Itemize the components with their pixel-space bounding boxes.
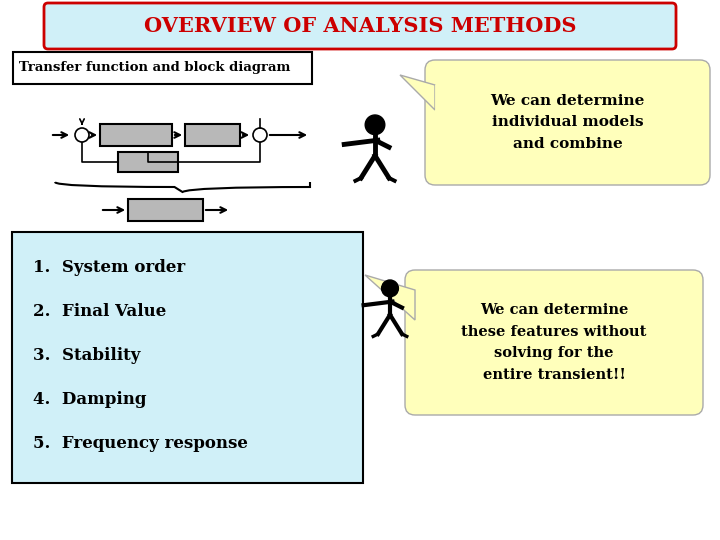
FancyBboxPatch shape <box>185 124 240 146</box>
FancyBboxPatch shape <box>425 60 710 185</box>
Text: 3.  Stability: 3. Stability <box>33 347 140 363</box>
FancyBboxPatch shape <box>100 124 172 146</box>
FancyBboxPatch shape <box>13 52 312 84</box>
Circle shape <box>365 115 384 134</box>
Text: 5.  Frequency response: 5. Frequency response <box>33 435 248 451</box>
FancyBboxPatch shape <box>44 3 676 49</box>
FancyBboxPatch shape <box>118 152 178 172</box>
Text: 4.  Damping: 4. Damping <box>33 390 146 408</box>
Polygon shape <box>365 275 415 320</box>
Text: 1.  System order: 1. System order <box>33 259 185 275</box>
FancyBboxPatch shape <box>12 232 363 483</box>
Text: Transfer function and block diagram: Transfer function and block diagram <box>19 62 290 75</box>
FancyBboxPatch shape <box>405 270 703 415</box>
Text: We can determine
individual models
and combine: We can determine individual models and c… <box>490 94 644 151</box>
Circle shape <box>75 128 89 142</box>
Circle shape <box>253 128 267 142</box>
Polygon shape <box>400 75 435 110</box>
Text: OVERVIEW OF ANALYSIS METHODS: OVERVIEW OF ANALYSIS METHODS <box>144 16 576 36</box>
Text: 2.  Final Value: 2. Final Value <box>33 302 166 320</box>
Circle shape <box>382 280 398 297</box>
FancyBboxPatch shape <box>128 199 203 221</box>
Text: We can determine
these features without
solving for the
entire transient!!: We can determine these features without … <box>462 303 647 382</box>
